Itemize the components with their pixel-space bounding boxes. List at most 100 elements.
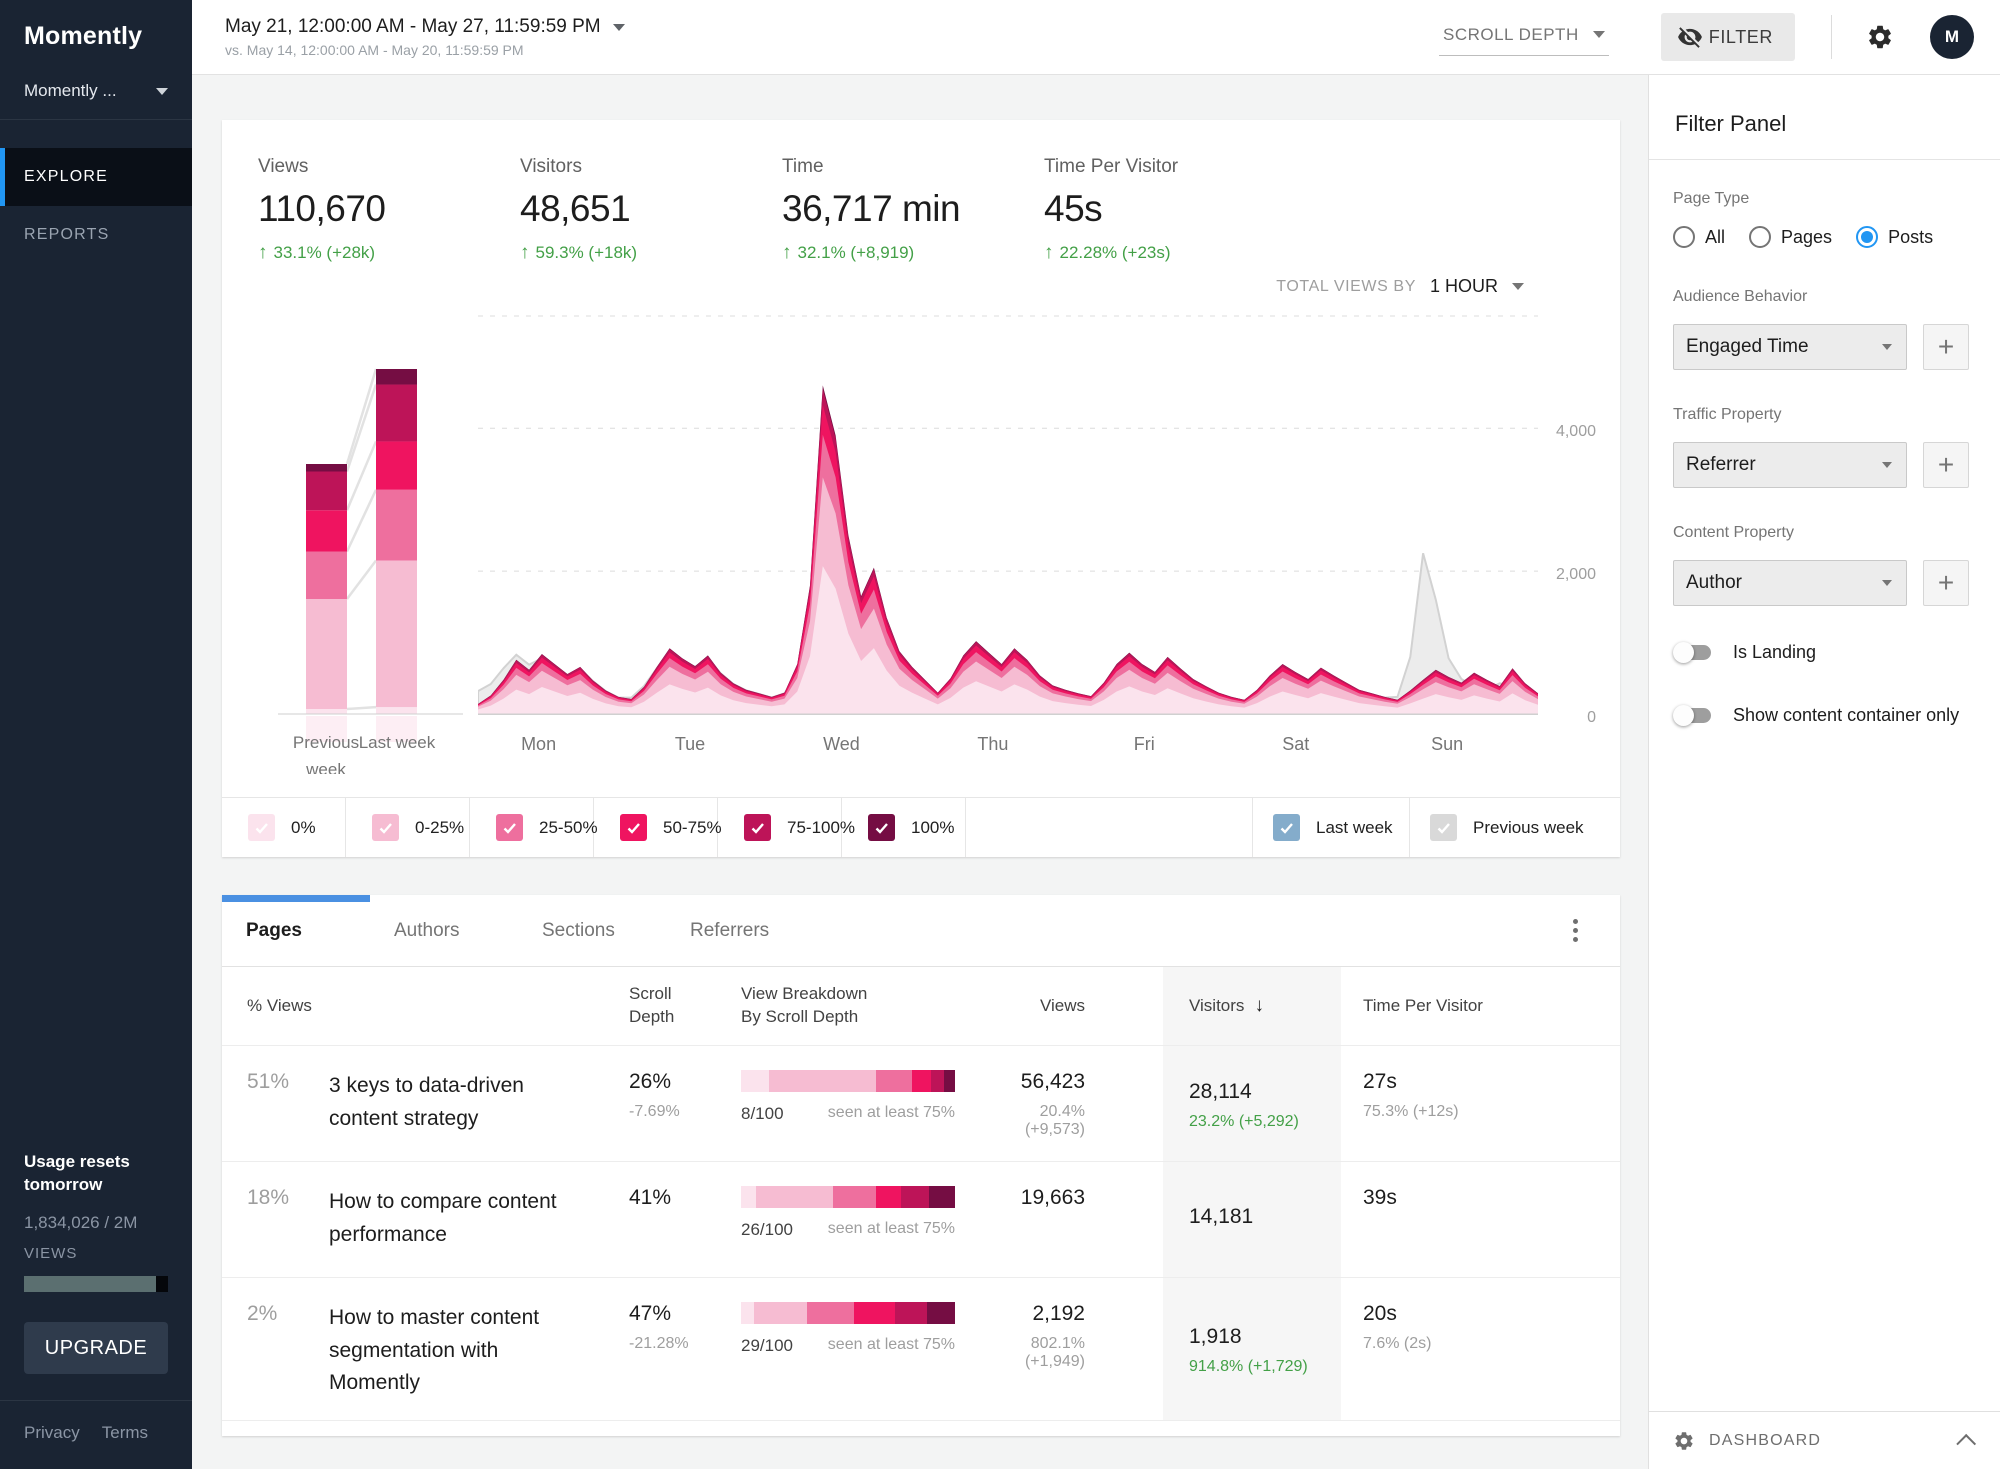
- cell-views-pct: 51%: [247, 1070, 329, 1141]
- tab-referrers[interactable]: Referrers: [666, 895, 814, 966]
- legend-previous-week[interactable]: Previous week: [1410, 798, 1620, 857]
- account-selector[interactable]: Momently ...: [0, 69, 192, 120]
- more-options-icon[interactable]: [1565, 911, 1586, 950]
- checkbox-checked[interactable]: [744, 814, 771, 841]
- check-icon: [1436, 820, 1452, 836]
- kpi-label: Visitors: [520, 156, 782, 178]
- checkbox-checked[interactable]: [1430, 814, 1457, 841]
- views-area-chart-svg: MonTueWedThuFriSatSun: [478, 314, 1538, 774]
- breakdown-segment: [876, 1070, 912, 1092]
- filter-button[interactable]: FILTER: [1661, 13, 1795, 61]
- kpi-time-per-visitor: Time Per Visitor 45s ↑22.28% (+23s): [1044, 156, 1306, 264]
- overview-card: Views 110,670 ↑33.1% (+28k) Visitors 48,…: [222, 120, 1620, 857]
- sort-desc-icon: ↓: [1254, 993, 1264, 1019]
- kpi-value: 36,717 min: [782, 188, 1044, 230]
- svg-text:Last week: Last week: [359, 733, 436, 752]
- header-views[interactable]: Views: [991, 995, 1163, 1018]
- y-tick: 4,000: [1556, 423, 1596, 441]
- toggle-label: Is Landing: [1733, 642, 1816, 663]
- checkbox-checked[interactable]: [620, 814, 647, 841]
- tab-sections[interactable]: Sections: [518, 895, 666, 966]
- y-axis: 4,000 2,000 0: [1538, 319, 1610, 779]
- cell-page-title[interactable]: 3 keys to data-driven content strategy: [329, 1070, 629, 1141]
- scroll-depth-breakdown-bar: [741, 1186, 955, 1208]
- date-range-text: May 21, 12:00:00 AM - May 27, 11:59:59 P…: [225, 16, 601, 38]
- filter-panel-title: Filter Panel: [1649, 75, 2000, 159]
- legend-label: Previous week: [1473, 818, 1584, 838]
- header-scroll-depth[interactable]: ScrollDepth: [629, 983, 741, 1029]
- table-row-partial: [222, 1420, 1620, 1434]
- legend-25-50pct[interactable]: 25-50%: [470, 798, 594, 857]
- add-traffic-filter-button[interactable]: +: [1923, 442, 1969, 488]
- traffic-property-select[interactable]: Referrer: [1673, 442, 1907, 488]
- add-content-filter-button[interactable]: +: [1923, 560, 1969, 606]
- week-comparison-bars: PreviousweekLast week: [248, 314, 478, 779]
- sidebar-footer-links: Privacy Terms: [0, 1400, 192, 1469]
- topbar: May 21, 12:00:00 AM - May 27, 11:59:59 P…: [192, 0, 2000, 75]
- cell-scroll-depth: 41%: [629, 1186, 741, 1257]
- radio-icon: [1673, 226, 1695, 248]
- legend-label: 25-50%: [539, 818, 598, 838]
- tab-pages[interactable]: Pages: [222, 895, 370, 966]
- page-type-label: Page Type: [1673, 190, 1976, 208]
- sidebar-nav: EXPLORE REPORTS: [0, 148, 192, 264]
- date-range-picker[interactable]: May 21, 12:00:00 AM - May 27, 11:59:59 P…: [225, 16, 625, 58]
- add-audience-filter-button[interactable]: +: [1923, 324, 1969, 370]
- cell-page-title[interactable]: How to compare content performance: [329, 1186, 629, 1257]
- chevron-down-icon: [1593, 31, 1605, 38]
- sidebar-item-explore[interactable]: EXPLORE: [0, 148, 192, 206]
- content-property-select[interactable]: Author: [1673, 560, 1907, 606]
- avatar[interactable]: M: [1930, 15, 1974, 59]
- kpi-delta: ↑33.1% (+28k): [258, 242, 520, 264]
- content-property-label: Content Property: [1673, 524, 1976, 542]
- checkbox-checked[interactable]: [868, 814, 895, 841]
- checkbox-checked[interactable]: [248, 814, 275, 841]
- settings-button[interactable]: [1866, 23, 1894, 51]
- radio-pages[interactable]: Pages: [1749, 226, 1832, 248]
- svg-text:Tue: Tue: [675, 734, 705, 754]
- y-tick: 0: [1587, 709, 1596, 727]
- cell-page-title[interactable]: How to master content segmentation with …: [329, 1302, 629, 1400]
- metric-select[interactable]: SCROLL DEPTH: [1439, 19, 1609, 56]
- checkbox-checked[interactable]: [1273, 814, 1300, 841]
- sidebar-item-reports[interactable]: REPORTS: [0, 206, 192, 264]
- traffic-property-label: Traffic Property: [1673, 406, 1976, 424]
- dashboard-footer[interactable]: DASHBOARD: [1649, 1411, 2000, 1469]
- legend-100pct[interactable]: 100%: [842, 798, 966, 857]
- views-area-chart: MonTueWedThuFriSatSun: [478, 314, 1538, 779]
- checkbox-checked[interactable]: [496, 814, 523, 841]
- cell-visitors: 28,114 23.2% (+5,292): [1163, 1046, 1341, 1161]
- filter-button-label: FILTER: [1709, 27, 1773, 48]
- legend-0-25pct[interactable]: 0-25%: [346, 798, 470, 857]
- tab-authors[interactable]: Authors: [370, 895, 518, 966]
- legend-75-100pct[interactable]: 75-100%: [718, 798, 842, 857]
- audience-behavior-select[interactable]: Engaged Time: [1673, 324, 1907, 370]
- eye-off-icon: [1677, 24, 1703, 50]
- scroll-depth-breakdown-bar: [741, 1302, 955, 1324]
- legend-50-75pct[interactable]: 50-75%: [594, 798, 718, 857]
- header-visitors[interactable]: Visitors↓: [1163, 993, 1341, 1019]
- kpi-value: 45s: [1044, 188, 1306, 230]
- upgrade-button[interactable]: UPGRADE: [24, 1322, 168, 1374]
- radio-all[interactable]: All: [1673, 226, 1725, 248]
- privacy-link[interactable]: Privacy: [24, 1423, 80, 1443]
- legend-last-week[interactable]: Last week: [1253, 798, 1410, 857]
- check-icon: [750, 820, 766, 836]
- checkbox-checked[interactable]: [372, 814, 399, 841]
- svg-text:Wed: Wed: [823, 734, 860, 754]
- header-views-pct[interactable]: % Views: [247, 995, 329, 1018]
- dashboard-footer-label: DASHBOARD: [1709, 1432, 1821, 1450]
- cell-views: 19,663: [991, 1186, 1163, 1257]
- interval-select-label: TOTAL VIEWS BY: [1276, 278, 1416, 296]
- radio-posts[interactable]: Posts: [1856, 226, 1933, 248]
- is-landing-toggle[interactable]: [1675, 645, 1711, 660]
- interval-select[interactable]: TOTAL VIEWS BY 1 HOUR: [1276, 276, 1524, 297]
- header-tpv[interactable]: Time Per Visitor: [1341, 995, 1620, 1018]
- terms-link[interactable]: Terms: [102, 1423, 148, 1443]
- usage-progress-fill: [24, 1276, 156, 1292]
- content-container-toggle[interactable]: [1675, 708, 1711, 723]
- kpi-views: Views 110,670 ↑33.1% (+28k): [258, 156, 520, 264]
- legend-0pct[interactable]: 0%: [222, 798, 346, 857]
- breakdown-segment: [927, 1302, 955, 1324]
- pages-card: Pages Authors Sections Referrers % Views…: [222, 895, 1620, 1436]
